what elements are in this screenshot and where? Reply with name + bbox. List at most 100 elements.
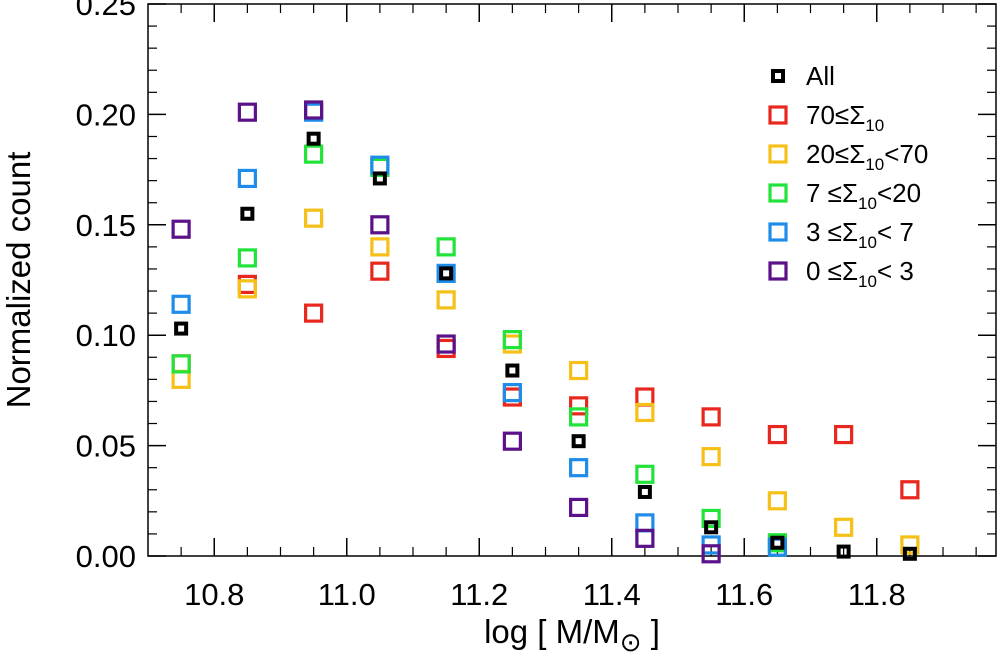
data-point-70-10 <box>237 274 257 295</box>
legend-label-tail: < 3 <box>877 256 914 286</box>
legend-label: 70≤Σ10 <box>806 100 884 135</box>
y-tick-label: 0.00 <box>76 539 136 574</box>
data-point-70-10 <box>834 424 854 445</box>
legend-label: 3 ≤Σ10< 7 <box>806 217 914 252</box>
data-point-70-10 <box>635 387 655 407</box>
data-point-20-10-70 <box>701 447 721 467</box>
data-point-70-10 <box>900 480 920 500</box>
legend-marker <box>768 105 788 125</box>
data-point-all <box>902 546 917 561</box>
legend-label: 7 ≤Σ10<20 <box>806 178 921 213</box>
data-point-3-10-7 <box>237 168 257 189</box>
x-axis-title-text: log [ M/M <box>484 613 620 650</box>
data-point-0-10-3 <box>370 215 390 235</box>
data-point-7-10-20 <box>502 330 522 350</box>
x-axis-title-close: ] <box>642 613 660 650</box>
data-point-7-10-20 <box>304 144 324 164</box>
data-point-3-10-7 <box>436 263 456 283</box>
legend-marker <box>768 261 788 281</box>
data-point-0-10-3 <box>237 102 257 122</box>
legend-label-main: 0 ≤Σ <box>806 256 858 286</box>
data-point-20-10-70 <box>569 360 589 381</box>
legend-marker <box>768 144 788 164</box>
axis-ticks <box>148 3 996 557</box>
y-axis-title: Normalized count <box>0 152 37 409</box>
data-point-all <box>174 321 189 336</box>
x-axis-title: log [ M/M⊙ ] <box>484 613 660 657</box>
data-points <box>171 100 920 564</box>
data-point-20-10-70 <box>436 290 456 310</box>
y-tick-label: 0.25 <box>76 0 136 22</box>
y-tick-label: 0.20 <box>76 97 136 132</box>
legend-marker <box>768 222 788 242</box>
data-point-20-10-70 <box>635 402 655 423</box>
x-tick-label: 11.4 <box>583 577 641 612</box>
data-point-0-10-3 <box>502 431 522 451</box>
data-point-0-10-3 <box>171 219 191 239</box>
data-point-3-10-7 <box>171 294 191 314</box>
x-tick-label: 11.8 <box>848 577 906 612</box>
data-point-all <box>770 535 785 550</box>
data-point-70-10 <box>767 424 787 445</box>
data-point-20-10-70 <box>304 208 324 228</box>
data-point-all <box>505 363 520 378</box>
data-point-20-10-70 <box>834 517 854 537</box>
legend-label: 0 ≤Σ10< 3 <box>806 256 914 291</box>
data-point-0-10-3 <box>304 100 324 120</box>
legend-label-main: 7 ≤Σ <box>806 178 858 208</box>
legend-label-subscript: 10 <box>858 194 877 213</box>
y-tick-label: 0.15 <box>76 208 136 243</box>
data-point-7-10-20 <box>635 464 655 484</box>
x-tick-label: 11.6 <box>715 577 773 612</box>
data-point-7-10-20 <box>237 248 257 268</box>
data-point-3-10-7 <box>569 458 589 478</box>
data-point-20-10-70 <box>171 369 191 389</box>
data-point-all <box>439 266 454 281</box>
data-point-70-10 <box>436 338 456 359</box>
data-point-70-10 <box>569 396 589 416</box>
data-point-0-10-3 <box>635 528 655 548</box>
y-tick-label: 0.05 <box>76 429 136 464</box>
data-point-3-10-7 <box>635 513 655 533</box>
data-point-20-10-70 <box>900 535 920 555</box>
data-point-70-10 <box>304 303 324 323</box>
axis-tick-labels: 10.8 11.0 11.2 11.4 11.6 11.8 0.00 0.05 0.10 0.15… <box>76 0 906 612</box>
data-point-0-10-3 <box>436 334 456 354</box>
plot-frame <box>147 3 997 557</box>
data-point-all <box>306 131 321 146</box>
legend-label-subscript: 10 <box>865 155 884 174</box>
legend-label-main: 20≤Σ <box>806 139 865 169</box>
data-point-70-10 <box>701 407 721 427</box>
legend-label-tail: <20 <box>877 178 921 208</box>
legend-label-subscript: 10 <box>858 272 877 291</box>
x-tick-label: 11.0 <box>318 577 376 612</box>
data-point-70-10 <box>171 354 191 374</box>
data-point-all <box>240 206 255 221</box>
data-point-20-10-70 <box>767 491 787 511</box>
legend-marker <box>768 183 788 203</box>
data-point-20-10-70 <box>370 237 390 257</box>
data-point-0-10-3 <box>701 544 721 564</box>
legend-label-main: 3 ≤Σ <box>806 217 858 247</box>
data-point-0-10-3 <box>569 497 589 518</box>
data-point-3-10-7 <box>502 383 522 403</box>
data-point-7-10-20 <box>171 354 191 374</box>
data-point-all <box>836 544 851 559</box>
data-point-70-10 <box>502 387 522 407</box>
data-point-all <box>372 171 387 186</box>
x-tick-label: 11.2 <box>450 577 508 612</box>
y-tick-label: 0.10 <box>76 318 136 353</box>
legend-label-main: 70≤Σ <box>806 100 865 130</box>
data-point-all <box>637 484 652 499</box>
legend-label-subscript: 10 <box>865 116 884 135</box>
x-tick-label: 10.8 <box>184 577 244 612</box>
x-axis-title-sun-symbol: ⊙ <box>620 627 642 657</box>
legend-label: All <box>806 61 835 91</box>
legend-label: 20≤Σ10<70 <box>806 139 928 174</box>
legend-label-subscript: 10 <box>858 233 877 252</box>
legend-marker <box>771 69 785 83</box>
data-point-20-10-70 <box>502 334 522 354</box>
legend-label-tail: <70 <box>884 139 928 169</box>
